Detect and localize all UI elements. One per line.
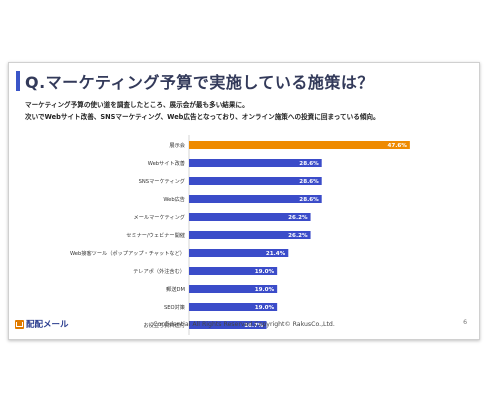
- value-label: 28.6%: [299, 197, 319, 203]
- bar: [189, 249, 289, 257]
- logo-icon: [15, 319, 24, 329]
- bar: [189, 159, 322, 167]
- category-label: SNSマーケティング: [139, 177, 185, 185]
- title-accent-bar: [16, 71, 20, 91]
- bar: [189, 195, 322, 203]
- value-label: 16.7%: [244, 323, 264, 329]
- logo-text: 配配メール: [26, 320, 69, 330]
- value-label: 28.6%: [299, 179, 319, 185]
- category-label: テレアポ（外注含む）: [133, 267, 185, 275]
- footer-copyright: Confidential All Rights Reserved.Copyrig…: [153, 321, 335, 328]
- value-label: 19.0%: [255, 287, 275, 293]
- bar-chart: 展示会 47.6% Webサイト改善 28.6% SNSマーケティング 28.6% Web広…: [70, 135, 410, 335]
- value-label: 19.0%: [255, 305, 275, 311]
- value-label: 26.2%: [288, 233, 308, 239]
- bar: [189, 213, 311, 221]
- bar: [189, 321, 267, 329]
- bar: [189, 177, 322, 185]
- bar: [189, 303, 278, 311]
- description-line-2: 次いでWebサイト改善、SNSマーケティング、Web広告となっており、オンライン…: [25, 113, 380, 121]
- value-label: 21.4%: [266, 251, 286, 257]
- bar: [189, 285, 278, 293]
- category-label: Webサイト改善: [148, 159, 185, 167]
- bar: [189, 141, 410, 149]
- category-label: SEO対策: [164, 303, 186, 311]
- category-label: 展示会: [169, 141, 185, 149]
- page-number: 6: [463, 319, 467, 326]
- logo: 配配メール: [15, 318, 69, 330]
- category-label: Web接客ツール（ポップアップ・チャットなど）: [70, 249, 185, 257]
- category-label: Web広告: [163, 195, 185, 203]
- slide-frame: Q.マーケティング予算で実施している施策は？ マーケティング予算の使い道を調査し…: [8, 62, 480, 340]
- slide-title: Q.マーケティング予算で実施している施策は？: [25, 73, 374, 92]
- category-label: お役立ち資料送付: [143, 321, 185, 329]
- category-label: セミナー/ウェビナー開催: [126, 231, 185, 239]
- category-label: メールマーケティング: [134, 213, 185, 221]
- value-label: 26.2%: [288, 215, 308, 221]
- value-label: 47.6%: [387, 143, 407, 149]
- description-line-1: マーケティング予算の使い道を調査したところ、展示会が最も多い結果に。: [25, 101, 249, 109]
- category-label: 郵送DM: [166, 285, 185, 293]
- bar: [189, 231, 311, 239]
- value-label: 19.0%: [255, 269, 275, 275]
- bar: [189, 267, 278, 275]
- value-label: 28.6%: [299, 161, 319, 167]
